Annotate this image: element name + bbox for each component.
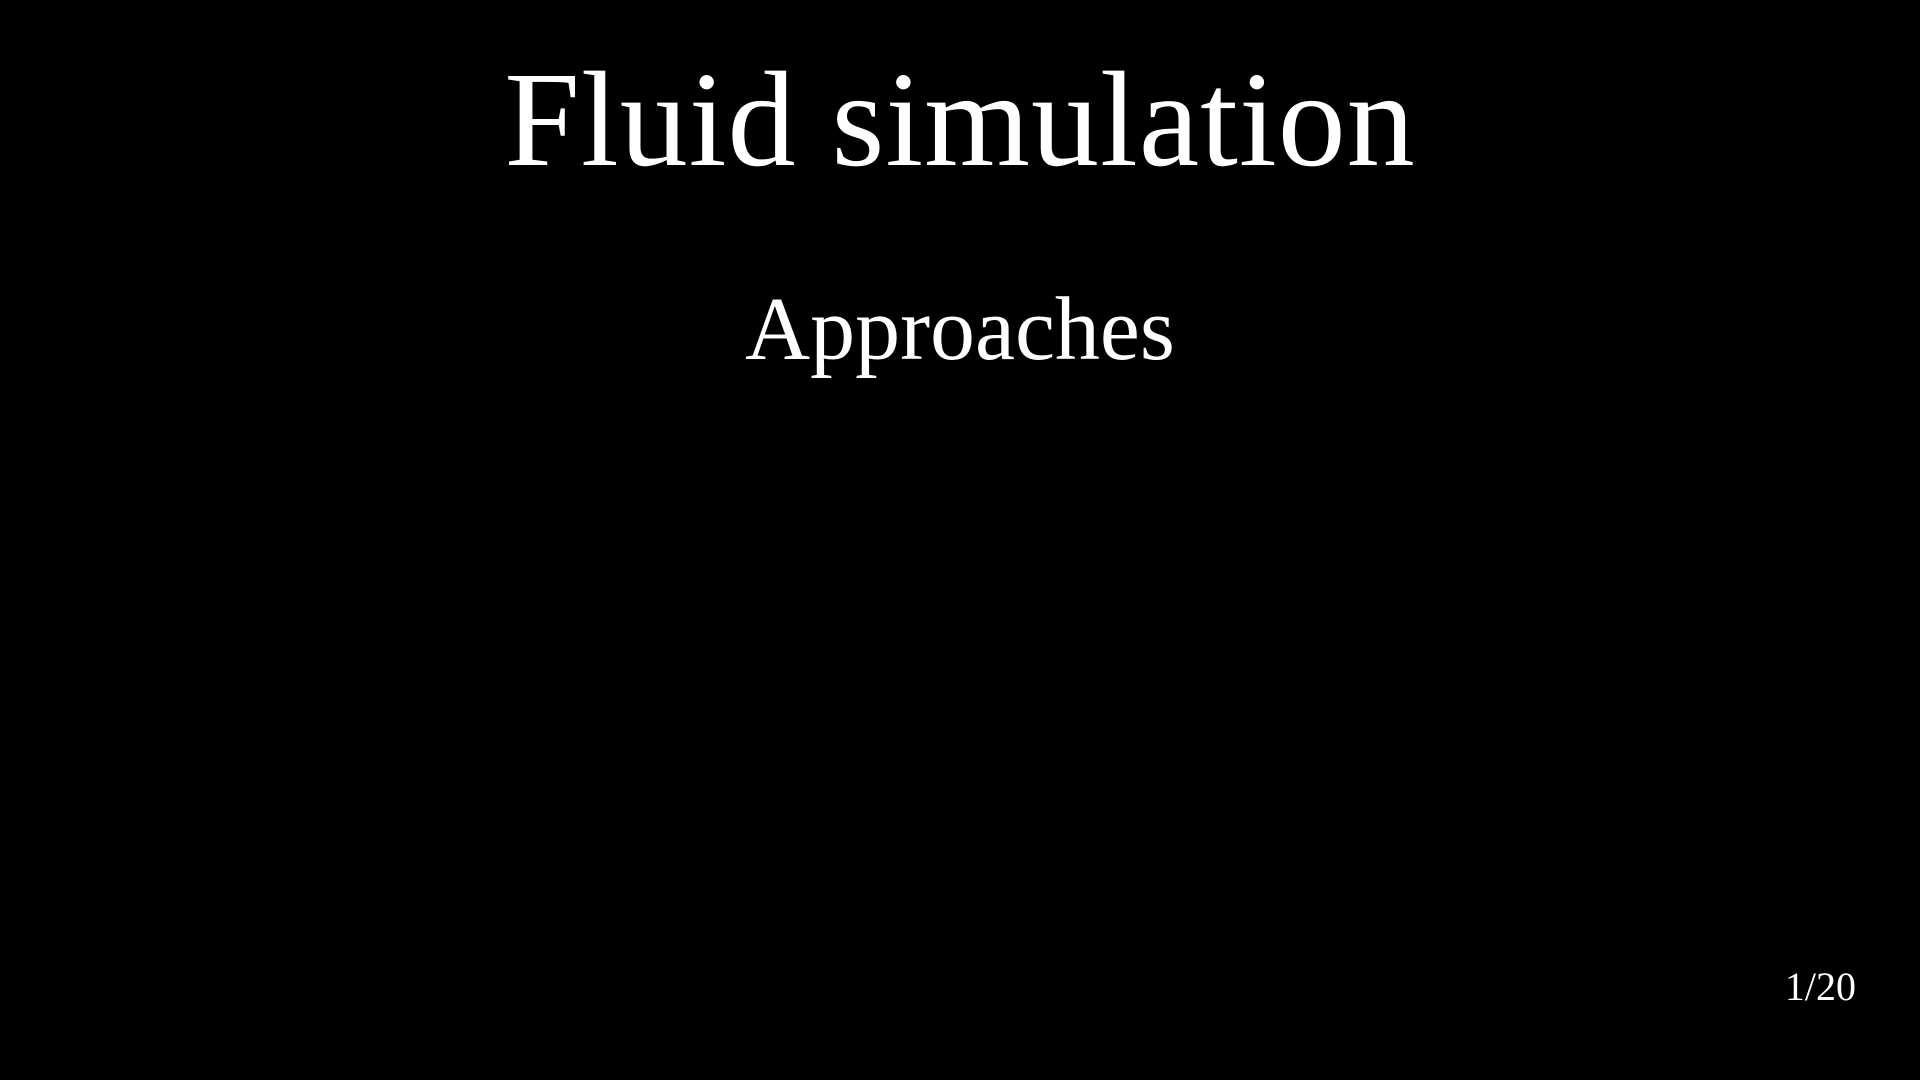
slide-subtitle: Approaches — [745, 280, 1175, 379]
slide-title: Fluid simulation — [504, 45, 1416, 195]
page-number: 1/20 — [1784, 964, 1856, 1009]
